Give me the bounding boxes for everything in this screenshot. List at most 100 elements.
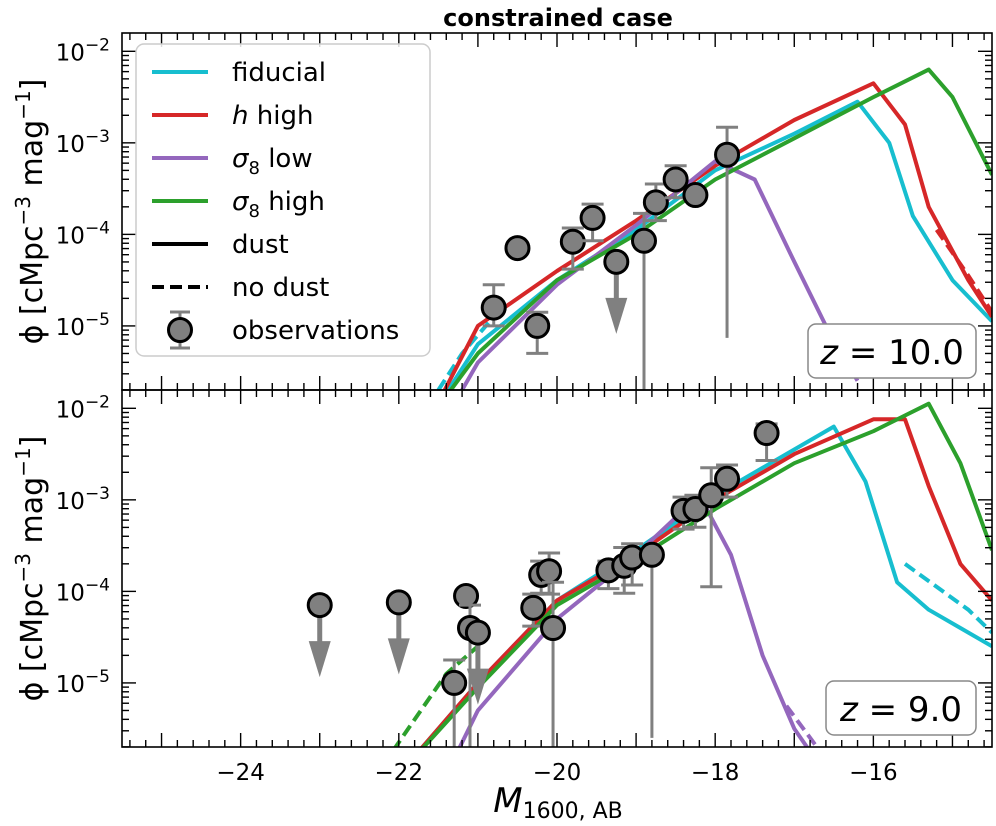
legend-entry-h_high: h high: [152, 101, 313, 131]
legend-label-sub: 8: [248, 158, 259, 179]
observation-point: [714, 463, 741, 499]
x-tick-label: −20: [533, 760, 582, 786]
y-label-sup1: −3: [11, 196, 35, 225]
observation-point: [698, 466, 725, 589]
y-label-sup1: −3: [11, 553, 35, 582]
y-tick-base: 10: [56, 40, 85, 66]
y-tick-label: 10−5: [56, 667, 110, 698]
chart-title: constrained case: [443, 4, 673, 32]
y-label-sup2: −1: [11, 90, 35, 119]
x-tick-label: −24: [216, 760, 265, 786]
observation-marker: [714, 465, 741, 492]
legend-label-text: high: [260, 187, 325, 217]
redshift-value: = 9.0: [858, 690, 962, 730]
y-label-main: ϕ [cMpc: [15, 582, 50, 701]
y-tick-base: 10: [56, 489, 85, 515]
legend-label: σ8 high: [232, 187, 325, 222]
observation-marker: [579, 204, 606, 231]
observation-marker: [714, 141, 741, 168]
observation-point: [504, 235, 531, 262]
y-tick-label: 10−3: [56, 127, 110, 158]
legend-box: [135, 43, 431, 357]
series-line-fiducial_nodust: [903, 562, 992, 635]
observation-marker: [520, 594, 547, 621]
observation-point: [306, 592, 333, 678]
observation-marker: [464, 619, 491, 646]
y-label-main: ϕ [cMpc: [15, 225, 50, 344]
x-tick-label: −22: [375, 760, 424, 786]
upper-limit-arrow: [387, 638, 410, 675]
legend-entry-fiducial: fiducial: [152, 58, 326, 88]
y-tick-exponent: −2: [85, 392, 110, 412]
upper-limit-arrow: [466, 668, 489, 705]
observation-marker: [698, 482, 725, 509]
observation-point: [642, 182, 669, 223]
y-tick-label: 10−4: [56, 218, 110, 249]
series-line-h_high: [442, 81, 992, 390]
observation-point: [579, 202, 606, 243]
y-tick-exponent: −3: [85, 127, 110, 147]
redshift-text: z = 10.0: [819, 333, 964, 373]
observation-point: [631, 211, 657, 390]
x-tick-label: −16: [849, 760, 898, 786]
x-tick-label: −18: [691, 760, 740, 786]
observation-point: [559, 226, 586, 271]
series-line-h_high: [419, 417, 992, 747]
legend-entry-obs: observations: [167, 310, 399, 350]
observation-marker: [642, 189, 669, 216]
observation-point: [441, 658, 468, 747]
upper-limit-arrow: [605, 297, 628, 334]
y-label-end: ]: [15, 436, 50, 448]
legend-label-italic: σ: [232, 144, 250, 174]
observation-marker: [306, 592, 333, 619]
observation-point: [385, 589, 412, 675]
redshift-value: = 10.0: [838, 333, 964, 373]
observation-point: [619, 542, 646, 587]
observation-point: [524, 310, 551, 355]
legend-label: σ8 low: [232, 144, 313, 179]
panel-1: 10−510−410−310−2ϕ [cMpc−3 mag−1]z = 10.0…: [11, 32, 993, 391]
y-tick-exponent: −3: [85, 484, 110, 504]
y-axis-label: ϕ [cMpc−3 mag−1]: [11, 436, 50, 702]
redshift-box: [825, 680, 977, 736]
legend-label: observations: [232, 316, 399, 346]
panel-2: 10−510−410−310−2ϕ [cMpc−3 mag−1]z = 9.0−…: [11, 389, 993, 786]
legend-label: fiducial: [232, 58, 326, 88]
y-tick-exponent: −5: [85, 310, 110, 330]
observation-marker: [524, 312, 551, 339]
observation-point: [603, 248, 630, 334]
observation-marker: [631, 227, 657, 254]
observation-marker: [753, 420, 780, 447]
legend-label: no dust: [232, 273, 329, 303]
series-line-sigma8_low: [459, 159, 860, 390]
observation-marker: [385, 589, 412, 616]
redshift-label: z = 10.0: [807, 323, 977, 379]
observation-point: [714, 125, 741, 338]
legend-entry-sigma8_high: σ8 high: [152, 187, 325, 222]
plot-area: [306, 401, 992, 747]
legend-label-sub: 8: [248, 201, 259, 222]
observation-marker: [603, 248, 630, 275]
upper-limit-arrow: [308, 641, 331, 678]
legend-label-text: high: [248, 101, 313, 131]
legend-label-italic: h: [232, 101, 248, 131]
y-tick-exponent: −4: [85, 218, 110, 238]
y-label-end: ]: [15, 79, 50, 91]
legend-entry-nodust: no dust: [152, 273, 329, 303]
observation-point: [540, 580, 567, 747]
observation-marker: [441, 669, 468, 696]
series-line-fiducial: [445, 99, 992, 390]
legend-label: h high: [232, 101, 313, 131]
y-label-mid: mag: [15, 120, 50, 196]
series-line-sigma8_high: [421, 401, 992, 747]
legend-entry-dust: dust: [152, 230, 289, 260]
y-tick-exponent: −4: [85, 575, 110, 595]
legend-label-text: low: [260, 144, 313, 174]
series-line-sigma8_low: [457, 493, 810, 747]
observation-marker: [662, 166, 689, 193]
series-line-sigma8_low_nodust: [784, 704, 820, 747]
redshift-box: [807, 323, 977, 379]
observation-marker: [682, 182, 709, 209]
y-label-mid: mag: [15, 477, 50, 553]
x-axis-label-sub: 1600, AB: [523, 799, 623, 824]
